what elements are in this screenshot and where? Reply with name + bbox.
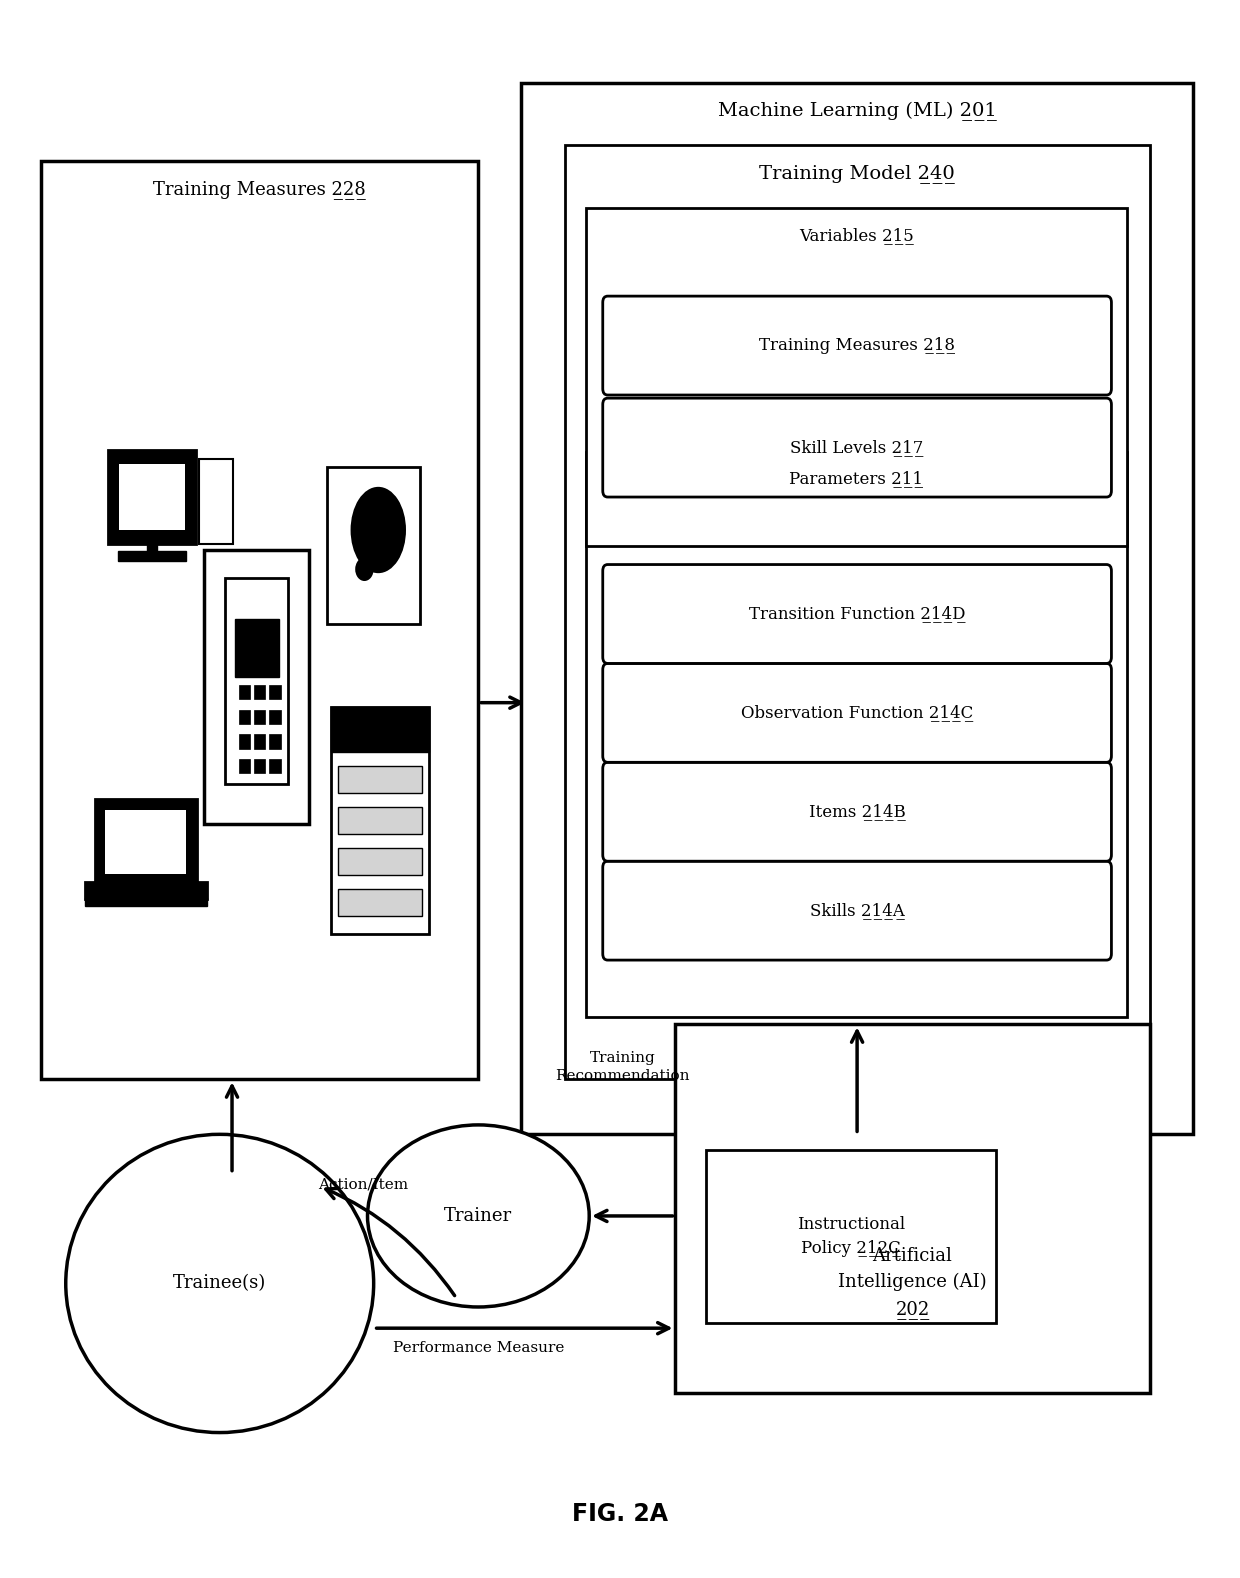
Bar (269, 759, 280, 773)
Text: Training
Recommendation: Training Recommendation (556, 1051, 689, 1083)
Ellipse shape (367, 1125, 589, 1307)
Text: Transition Function 2̲1̲4̲D̲: Transition Function 2̲1̲4̲D̲ (749, 606, 966, 622)
FancyBboxPatch shape (603, 862, 1111, 959)
Text: Skills 2̲1̲4̲A̲: Skills 2̲1̲4̲A̲ (810, 903, 904, 918)
FancyBboxPatch shape (603, 565, 1111, 663)
Bar (331, 707, 429, 753)
Bar (331, 707, 429, 934)
Text: FIG. 2A: FIG. 2A (572, 1502, 668, 1526)
Bar (239, 734, 250, 750)
Text: Training Model 2̲4̲0̲: Training Model 2̲4̲0̲ (759, 164, 955, 183)
Circle shape (355, 557, 373, 581)
Bar (254, 685, 265, 699)
Bar (327, 467, 420, 625)
FancyBboxPatch shape (603, 762, 1111, 862)
Bar (239, 759, 250, 773)
Bar (84, 882, 207, 899)
FancyBboxPatch shape (603, 297, 1111, 394)
Bar (108, 450, 196, 544)
Text: Instructional
Policy 2̲1̲2̲C̲: Instructional Policy 2̲1̲2̲C̲ (797, 1217, 905, 1256)
Text: Performance Measure: Performance Measure (393, 1341, 564, 1356)
Bar (239, 685, 250, 699)
Bar (205, 549, 309, 824)
Bar (339, 888, 422, 915)
Bar (269, 734, 280, 750)
Text: Artificial
Intelligence (AI)
2̲0̲2̲: Artificial Intelligence (AI) 2̲0̲2̲ (838, 1247, 987, 1319)
Bar (522, 82, 1193, 1135)
Text: Items 2̲1̲4̲B̲: Items 2̲1̲4̲B̲ (808, 803, 905, 821)
Text: Variables 2̲1̲5̲: Variables 2̲1̲5̲ (799, 227, 914, 245)
Text: Observation Function 2̲1̲4̲C̲: Observation Function 2̲1̲4̲C̲ (742, 704, 973, 721)
Bar (119, 464, 185, 530)
FancyBboxPatch shape (603, 663, 1111, 762)
Text: Machine Learning (ML) 2̲0̲1̲: Machine Learning (ML) 2̲0̲1̲ (718, 101, 997, 120)
Ellipse shape (351, 488, 405, 573)
Bar (95, 798, 197, 884)
Text: Trainer: Trainer (444, 1207, 512, 1225)
Bar (707, 1150, 996, 1322)
Bar (239, 710, 250, 724)
Bar (41, 161, 479, 1079)
Text: Trainee(s): Trainee(s) (174, 1275, 267, 1292)
Ellipse shape (66, 1135, 373, 1433)
Bar (339, 806, 422, 835)
Bar (254, 734, 265, 750)
Bar (254, 710, 265, 724)
Bar (676, 1024, 1149, 1393)
Bar (198, 459, 233, 544)
Bar (84, 898, 207, 906)
Bar (339, 765, 422, 794)
FancyBboxPatch shape (603, 398, 1111, 497)
Bar (234, 619, 279, 677)
Bar (226, 579, 288, 784)
Bar (269, 710, 280, 724)
Text: Parameters 2̲1̲1̲: Parameters 2̲1̲1̲ (790, 470, 924, 488)
Bar (269, 685, 280, 699)
Bar (585, 208, 1127, 546)
Text: Action/Item: Action/Item (319, 1177, 408, 1191)
Bar (146, 540, 157, 554)
Bar (339, 847, 422, 876)
Text: Training Measures 2̲1̲8̲: Training Measures 2̲1̲8̲ (759, 338, 955, 353)
Bar (118, 551, 186, 562)
Bar (564, 145, 1149, 1079)
Bar (254, 759, 265, 773)
Bar (585, 451, 1127, 1016)
Bar (105, 810, 186, 874)
Text: Skill Levels 2̲1̲7̲: Skill Levels 2̲1̲7̲ (790, 439, 924, 456)
Text: Training Measures 2̲2̲8̲: Training Measures 2̲2̲8̲ (154, 180, 366, 199)
